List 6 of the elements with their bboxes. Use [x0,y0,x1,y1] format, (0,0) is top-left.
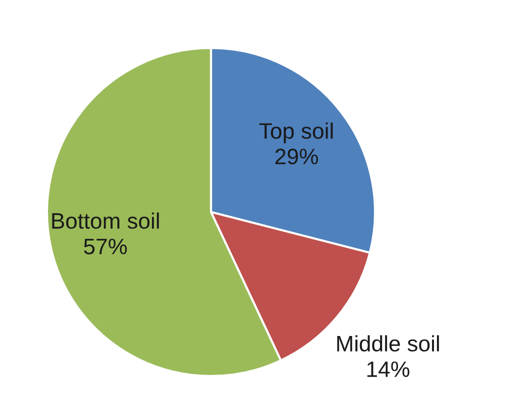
data-label: 57% [84,238,127,254]
data-label: 14% [367,361,410,378]
slice-label: Bottom soil [52,212,159,229]
slice-label: Middle soil [337,335,439,352]
data-label: 29% [275,148,318,164]
slice-label: Top soil [259,122,333,144]
